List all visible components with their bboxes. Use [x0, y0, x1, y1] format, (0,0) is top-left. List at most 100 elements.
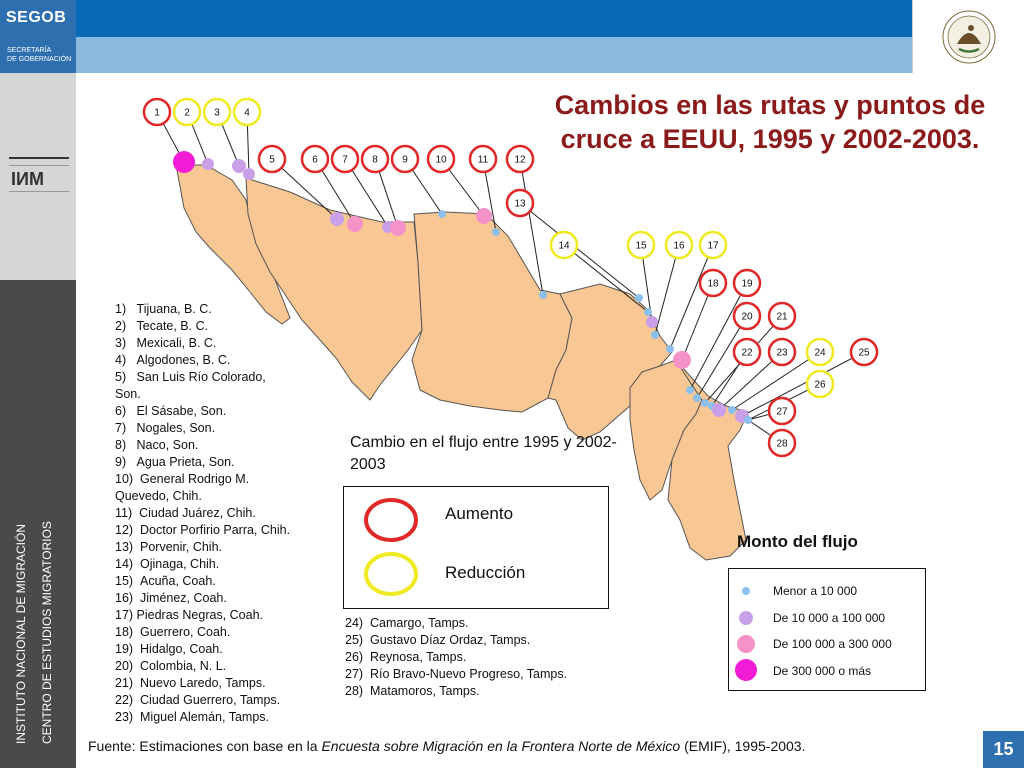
- svg-text:IИM: IИM: [11, 169, 44, 189]
- flow-xlarge-swatch-icon: [735, 659, 757, 681]
- flow-dots: [173, 151, 752, 424]
- source-note: Fuente: Estimaciones con base en la Encu…: [88, 738, 806, 754]
- crossing-points-list-mid: 24) Camargo, Tamps. 25) Gustavo Díaz Orda…: [345, 615, 645, 700]
- crossing-point-entry: 7) Nogales, Son.: [115, 421, 216, 435]
- page-number: 15: [983, 731, 1024, 768]
- crossing-point-entry: 20) Colombia, N. L.: [115, 659, 227, 673]
- crossing-label-circle: 12: [505, 144, 535, 174]
- crossing-label-circle: 26: [805, 369, 835, 399]
- flow-large-swatch-icon: [737, 635, 755, 653]
- sidebar-top: [0, 73, 76, 280]
- change-legend: Aumento Reducción: [343, 486, 609, 609]
- connector-line: [741, 351, 865, 417]
- crossing-label-circle: 4: [232, 97, 262, 127]
- crossing-point-entry: 19) Hidalgo, Coah.: [115, 642, 223, 656]
- crossing-label-circle: 20: [732, 301, 762, 331]
- crossing-point-entry: 10) General Rodrigo M.: [115, 472, 250, 486]
- flow-medium-swatch-icon: [739, 611, 753, 625]
- crossing-label-circle: 27: [767, 396, 797, 426]
- crossing-label-circle: 21: [767, 301, 797, 331]
- crossing-label-circle: 6: [300, 144, 330, 174]
- region-sonora: [245, 177, 423, 401]
- crossing-point-entry: 22) Ciudad Guerrero, Tamps.: [115, 693, 281, 707]
- flow-dot: [666, 345, 674, 353]
- flow-dot: [744, 416, 752, 424]
- region-baja-california: [175, 164, 291, 325]
- crossing-label-number: 20: [741, 312, 753, 323]
- reduccion-label: Reducción: [445, 563, 526, 582]
- crossing-label-number: 2: [184, 108, 190, 119]
- flow-dot: [646, 316, 658, 328]
- flow-dot: [173, 151, 195, 173]
- crossing-label-number: 8: [372, 155, 378, 166]
- crossing-label-circle: 25: [849, 337, 879, 367]
- flow-dot: [673, 351, 691, 369]
- crossing-label-circle: 14: [549, 230, 579, 260]
- crossing-label-number: 18: [707, 279, 719, 290]
- flow-dot: [693, 394, 701, 402]
- crossing-label-circle: 11: [468, 144, 498, 174]
- reduccion-swatch-icon: [364, 552, 418, 596]
- crossing-label-circle: 16: [664, 230, 694, 260]
- connector-line: [519, 202, 640, 299]
- flow-dot: [202, 158, 214, 170]
- crossing-point-entry: 28) Matamoros, Tamps.: [345, 684, 480, 698]
- crossing-label-circle: 10: [426, 144, 456, 174]
- crossing-label-number: 19: [741, 279, 753, 290]
- crossing-label-circle: 5: [257, 144, 287, 174]
- crossing-label-number: 1: [154, 108, 160, 119]
- change-legend-swatches: [364, 498, 418, 596]
- aumento-swatch-icon: [364, 498, 418, 542]
- flow-dot: [728, 406, 736, 414]
- crossing-label-number: 6: [312, 155, 318, 166]
- flow-dot: [644, 308, 652, 316]
- inm-logo: IИM: [5, 155, 73, 200]
- crossing-point-entry: 16) Jiménez, Coah.: [115, 591, 227, 605]
- crossing-label-number: 10: [435, 155, 447, 166]
- crossing-label-number: 4: [244, 108, 250, 119]
- crossing-label-number: 25: [858, 348, 870, 359]
- inm-logo-icon: IИM: [9, 157, 69, 192]
- crossing-label-circle: 22: [732, 337, 762, 367]
- crossing-label-number: 7: [342, 155, 348, 166]
- flow-legend: Menor a 10 000 De 10 000 a 100 000 De 10…: [728, 568, 926, 691]
- flow-dot: [243, 168, 255, 180]
- flow-dot: [686, 386, 694, 394]
- crossing-label-circle: 19: [732, 268, 762, 298]
- connector-line: [519, 158, 544, 296]
- flow-small-swatch-icon: [742, 587, 750, 595]
- secretaria-caption: SECRETARÍA DE GOBERNACIÓN: [7, 47, 72, 63]
- change-legend-title: Cambio en el flujo entre 1995 y 2002-200…: [350, 434, 617, 473]
- national-seal: [912, 0, 1024, 73]
- crossing-point-entry: 14) Ojinaga, Chih.: [115, 557, 220, 571]
- header-bar: [0, 0, 912, 37]
- crossing-label-circle: 18: [698, 268, 728, 298]
- crossing-label-circle: 28: [767, 428, 797, 458]
- crossing-point-entry: Quevedo, Chih.: [115, 489, 202, 503]
- crossing-label-circle: 13: [505, 188, 535, 218]
- flow-dot: [539, 291, 547, 299]
- crossing-point-entry: 25) Gustavo Díaz Ordaz, Tamps.: [345, 633, 531, 647]
- crossing-label-number: 9: [402, 155, 408, 166]
- crossing-label-circle: 2: [172, 97, 202, 127]
- crossing-label-number: 15: [635, 241, 647, 252]
- crossing-point-entry: 1) Tijuana, B. C.: [115, 302, 212, 316]
- crossing-label-number: 14: [558, 241, 570, 252]
- crossing-point-entry: 11) Ciudad Juárez, Chih.: [115, 506, 256, 520]
- crossing-label-number: 11: [478, 155, 489, 166]
- crossing-points-list-left: 1) Tijuana, B. C. 2) Tecate, B. C. 3) Mexi…: [115, 301, 345, 726]
- crossing-label-number: 3: [214, 108, 220, 119]
- segob-logo: SEGOB SECRETARÍA DE GOBERNACIÓN: [0, 0, 76, 73]
- segob-brand: SEGOB: [6, 9, 67, 26]
- vertical-label-inm: INSTITUTO NACIONAL DE MIGRACIÓN: [14, 523, 28, 744]
- flow-dot: [712, 403, 726, 417]
- flow-legend-title: Monto del flujo: [737, 532, 858, 551]
- crossing-point-entry: 2) Tecate, B. C.: [115, 319, 209, 333]
- connector-line: [731, 351, 821, 411]
- flow-dot: [232, 159, 246, 173]
- flow-dot: [476, 208, 492, 224]
- crossing-label-circle: 9: [390, 144, 420, 174]
- crossing-label-circle: 24: [805, 337, 835, 367]
- crossing-label-circle: 15: [626, 230, 656, 260]
